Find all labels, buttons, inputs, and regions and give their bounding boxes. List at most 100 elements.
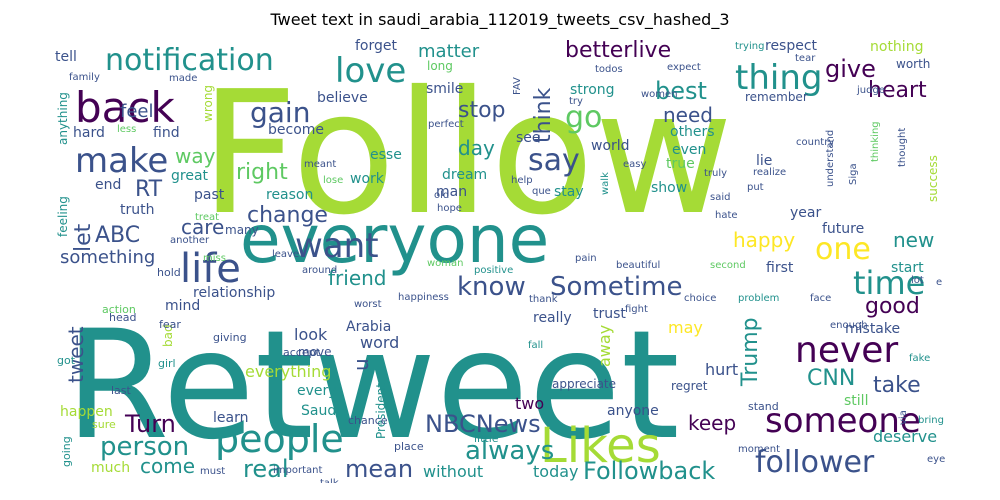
word-talk: talk <box>320 478 339 483</box>
word-matter: matter <box>418 41 480 62</box>
word-got: got <box>57 354 76 367</box>
word-mean: mean <box>345 455 413 483</box>
word-appreciate: appreciate <box>552 377 616 391</box>
word-lot: lot <box>911 275 924 286</box>
word-mind: mind <box>165 298 200 314</box>
word-change: change <box>247 203 328 228</box>
word-happiness: happiness <box>398 292 449 303</box>
word-chance: chance <box>348 414 388 427</box>
word-via: via <box>898 410 909 425</box>
word-family: family <box>69 72 100 83</box>
word-hurt: hurt <box>705 360 738 379</box>
word-care: care <box>181 215 224 239</box>
word-take: take <box>873 373 921 398</box>
word-think: think <box>531 87 556 143</box>
word-see: see <box>516 130 541 146</box>
word-eye: eye <box>927 454 945 465</box>
word-abc: ABC <box>95 223 140 248</box>
word-made: made <box>169 73 197 84</box>
word-every: every <box>297 383 337 399</box>
word-sure: sure <box>92 418 116 431</box>
word-two: two <box>515 394 544 413</box>
word-find: find <box>153 125 180 141</box>
word-wrong: wrong <box>201 85 215 122</box>
word-notification: notification <box>105 43 274 78</box>
word-future: future <box>822 221 864 237</box>
word-judge: judge <box>856 85 885 96</box>
word-may: may <box>668 318 703 337</box>
word-many: many <box>225 223 259 237</box>
word-long: long <box>427 59 453 73</box>
word-lose: lose <box>323 175 343 186</box>
word-little: little <box>474 432 499 445</box>
word-follow: Follow <box>200 55 733 253</box>
word-gain: gain <box>250 96 310 129</box>
word-miss: miss <box>203 253 226 264</box>
word-u: u <box>349 358 373 371</box>
word-success: success <box>926 155 940 202</box>
word-positive: positive <box>474 265 513 276</box>
word-someone: someone <box>765 401 921 441</box>
word-without: without <box>423 462 483 481</box>
word-sometime: Sometime <box>550 272 682 302</box>
word-cloud: Follow Retweet everyone Likes people back noti… <box>45 37 956 483</box>
word-giving: giving <box>213 331 247 344</box>
word-say: say <box>528 143 580 178</box>
word-hard: hard <box>73 125 105 141</box>
word-past: past <box>194 187 225 203</box>
word-regret: regret <box>671 379 708 393</box>
word-president: President <box>374 383 388 439</box>
word-learn: learn <box>213 410 248 426</box>
word-woman: woman <box>427 258 464 269</box>
word-truth: truth <box>120 202 154 218</box>
word-saudi: Saudi <box>301 403 340 419</box>
word-nothing: nothing <box>870 39 923 55</box>
word-meant: meant <box>304 159 336 170</box>
word-thank: thank <box>529 294 558 305</box>
word-place: place <box>394 440 424 453</box>
word-fall: fall <box>528 340 543 351</box>
word-understand: understand <box>825 130 836 187</box>
word-treat: treat <box>195 212 219 223</box>
word-world: world <box>591 138 630 154</box>
word-fight: fight <box>625 304 648 315</box>
word-feel: feel <box>120 101 154 122</box>
word-trying: trying <box>735 41 764 52</box>
word-tell: tell <box>55 49 77 65</box>
word-give: give <box>825 55 876 83</box>
word-time: time <box>853 264 925 302</box>
word-still: still <box>844 393 868 409</box>
word-cloud-canvas: FollowRetweeteveryoneLikespeoplebacknoti… <box>55 38 945 483</box>
word-face: face <box>810 293 831 304</box>
word-real: real <box>243 455 288 483</box>
word-choice: choice <box>684 293 716 304</box>
word-arabia: Arabia <box>346 319 391 335</box>
word-pain: pain <box>575 253 597 264</box>
word-everyone: everyone <box>240 201 549 278</box>
word-second: second <box>710 260 746 271</box>
word-believe: believe <box>317 90 368 106</box>
word-thinking: thinking <box>870 121 881 162</box>
word-head: head <box>109 311 136 324</box>
word-moment: moment <box>738 444 780 455</box>
word-beautiful: beautiful <box>616 260 660 271</box>
word-become: become <box>268 122 324 138</box>
word-show: show <box>651 180 687 196</box>
word-cnn: CNN <box>807 366 855 391</box>
word-person: person <box>100 432 189 462</box>
word-know: know <box>457 272 526 302</box>
word-hold: hold <box>157 266 181 279</box>
word-happen: happen <box>60 404 113 420</box>
word-anyone: anyone <box>607 403 659 419</box>
word-everything: everything <box>245 362 331 381</box>
word-important: important <box>273 465 322 476</box>
word-others: others <box>670 124 715 140</box>
word-relationship: relationship <box>193 285 275 301</box>
word-never: never <box>795 330 898 371</box>
word-country: country <box>796 137 834 148</box>
word-make: make <box>75 141 168 181</box>
word-perfect: perfect <box>428 119 464 130</box>
word-said: said <box>710 192 730 203</box>
word-action: action <box>102 303 136 316</box>
word-trump: Trump <box>738 317 763 387</box>
